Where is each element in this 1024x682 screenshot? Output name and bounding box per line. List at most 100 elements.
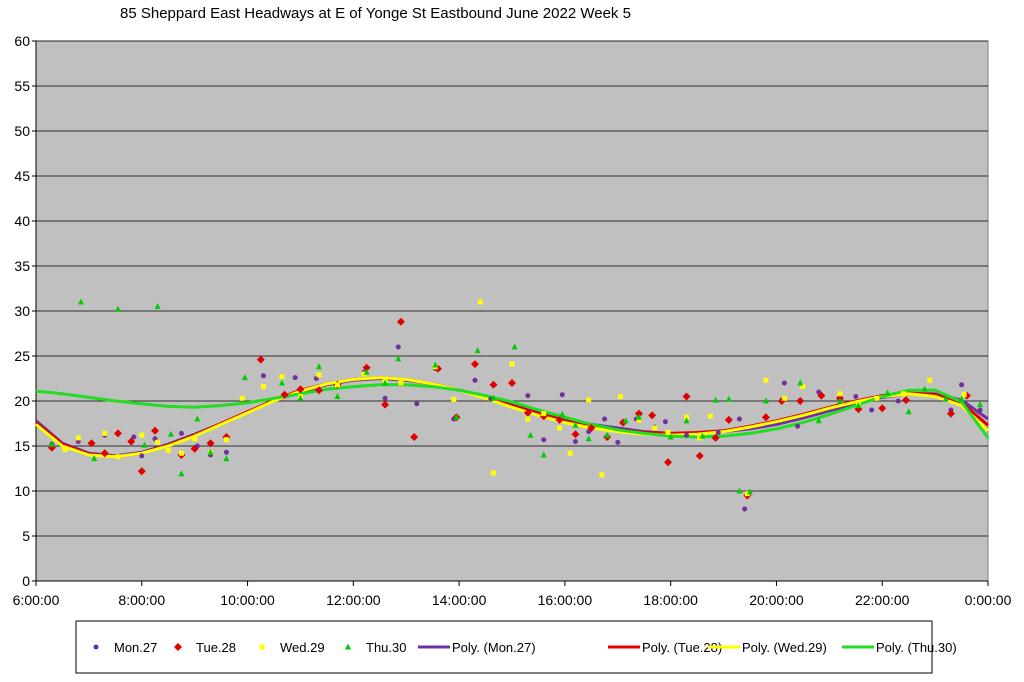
data-point bbox=[695, 451, 704, 460]
data-point bbox=[559, 411, 566, 417]
data-point bbox=[165, 448, 171, 453]
data-point bbox=[453, 413, 460, 420]
data-point bbox=[961, 392, 967, 398]
data-point bbox=[523, 408, 532, 417]
data-point bbox=[381, 400, 390, 409]
data-point bbox=[742, 506, 748, 512]
data-point bbox=[490, 470, 496, 476]
data-point bbox=[334, 393, 341, 399]
data-point bbox=[707, 413, 713, 419]
data-point bbox=[139, 432, 145, 438]
trendlines bbox=[35, 376, 990, 459]
data-point bbox=[256, 355, 265, 364]
data-point bbox=[684, 414, 690, 420]
data-point bbox=[167, 430, 174, 437]
data-point bbox=[795, 423, 801, 429]
data-point bbox=[316, 372, 322, 378]
legend-marker-swatch bbox=[259, 644, 265, 650]
data-point bbox=[796, 397, 805, 405]
legend-box bbox=[75, 620, 933, 674]
legend-marker-swatch bbox=[93, 644, 99, 650]
data-point bbox=[602, 416, 608, 422]
data-point bbox=[878, 404, 887, 413]
x-tick-label: 12:00:00 bbox=[326, 592, 381, 608]
data-point bbox=[297, 394, 304, 401]
data-point bbox=[509, 361, 515, 367]
data-point bbox=[836, 397, 843, 404]
data-point bbox=[541, 437, 547, 443]
legend-label: Wed.29 bbox=[280, 640, 325, 655]
data-point bbox=[905, 408, 912, 415]
data-point bbox=[977, 401, 984, 408]
data-point bbox=[470, 360, 479, 369]
y-tick-label: 20 bbox=[14, 393, 30, 409]
y-tick-label: 10 bbox=[14, 483, 30, 499]
data-point bbox=[715, 430, 721, 435]
data-point bbox=[800, 384, 806, 390]
data-point bbox=[895, 398, 901, 404]
y-tick-label: 15 bbox=[14, 438, 30, 454]
legend-label: Thu.30 bbox=[366, 640, 406, 655]
x-tick-label: 16:00:00 bbox=[538, 592, 593, 608]
trendline bbox=[35, 376, 990, 459]
data-point bbox=[292, 375, 298, 381]
data-point bbox=[178, 430, 184, 436]
y-tick-label: 40 bbox=[14, 213, 30, 229]
data-point bbox=[587, 424, 596, 432]
x-tick-label: 22:00:00 bbox=[855, 592, 910, 608]
data-point bbox=[977, 407, 983, 413]
data-point bbox=[396, 317, 405, 326]
data-point bbox=[797, 379, 804, 386]
data-point bbox=[725, 395, 732, 402]
legend-label: Mon.27 bbox=[114, 640, 157, 655]
data-point bbox=[527, 431, 534, 438]
data-point bbox=[127, 437, 136, 446]
data-point bbox=[154, 303, 161, 309]
data-point bbox=[207, 448, 214, 455]
data-point bbox=[260, 373, 266, 379]
data-point bbox=[87, 439, 96, 448]
gridlines bbox=[36, 40, 988, 537]
data-point bbox=[763, 377, 769, 383]
data-point bbox=[241, 374, 248, 381]
data-point bbox=[662, 419, 668, 425]
data-point bbox=[724, 415, 733, 424]
data-point bbox=[762, 397, 769, 404]
data-point bbox=[362, 363, 371, 372]
data-point bbox=[432, 361, 439, 368]
y-tick-label: 50 bbox=[14, 123, 30, 139]
data-point bbox=[684, 432, 690, 438]
data-point bbox=[280, 390, 289, 399]
x-tick-label: 18:00:00 bbox=[643, 592, 698, 608]
data-point bbox=[477, 299, 483, 305]
data-point bbox=[223, 455, 230, 462]
data-point bbox=[585, 435, 592, 442]
legend-marker-swatch bbox=[174, 643, 182, 651]
data-point bbox=[113, 429, 122, 438]
data-point bbox=[555, 415, 564, 424]
data-point bbox=[114, 305, 121, 312]
data-point bbox=[874, 395, 880, 401]
y-tick-label: 5 bbox=[22, 528, 30, 544]
data-point bbox=[837, 391, 843, 397]
x-tick-label: 14:00:00 bbox=[432, 592, 487, 608]
data-point bbox=[115, 454, 121, 460]
data-point bbox=[586, 397, 592, 403]
data-point bbox=[712, 396, 719, 403]
data-point bbox=[902, 396, 911, 405]
data-point bbox=[489, 380, 498, 389]
data-point bbox=[525, 393, 531, 399]
data-point bbox=[958, 395, 965, 402]
data-point bbox=[525, 416, 531, 422]
data-point bbox=[314, 386, 323, 395]
data-point bbox=[511, 343, 518, 350]
data-point bbox=[635, 413, 642, 420]
data-point bbox=[223, 449, 229, 455]
data-point bbox=[815, 417, 822, 424]
data-point bbox=[942, 395, 949, 402]
data-point bbox=[334, 382, 340, 388]
data-point bbox=[508, 379, 516, 387]
data-point bbox=[736, 416, 742, 422]
data-point bbox=[62, 447, 68, 453]
data-point bbox=[395, 355, 402, 362]
